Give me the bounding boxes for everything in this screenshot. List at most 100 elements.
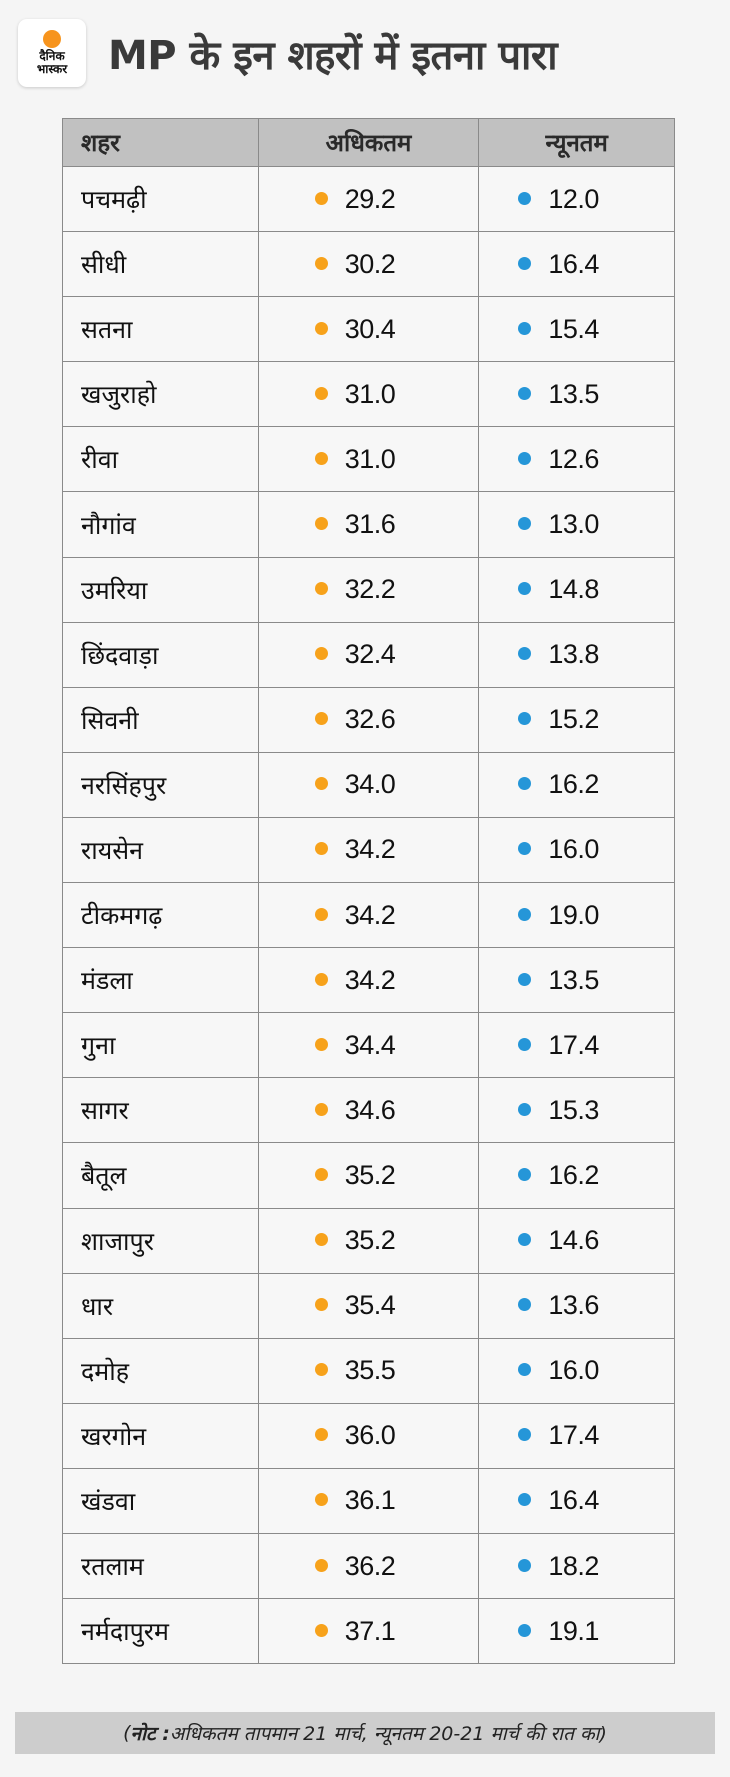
table-header-row: शहर अधिकतम न्यूनतम bbox=[62, 118, 675, 167]
city-cell: गुना bbox=[62, 1012, 259, 1079]
table-row: सतना 30.4 15.4 bbox=[62, 296, 675, 363]
blue-dot-icon bbox=[518, 1363, 532, 1377]
table-row: गुना 34.4 17.4 bbox=[62, 1012, 675, 1079]
blue-dot-icon bbox=[518, 1037, 532, 1051]
city-cell: नर्मदापुरम bbox=[62, 1598, 259, 1665]
min-temp-value: 19.0 bbox=[548, 899, 599, 930]
city-cell: सतना bbox=[62, 296, 259, 363]
min-temp-value: 13.5 bbox=[548, 378, 599, 409]
blue-dot-icon bbox=[518, 1233, 532, 1247]
blue-dot-icon bbox=[518, 256, 532, 270]
city-cell: नौगांव bbox=[62, 491, 259, 558]
max-temp-value: 35.2 bbox=[344, 1225, 396, 1256]
max-temp-cell: 31.0 bbox=[257, 426, 480, 493]
table-row: दमोह 35.5 16.0 bbox=[62, 1337, 675, 1404]
min-temp-cell: 16.2 bbox=[478, 1142, 675, 1209]
blue-dot-icon bbox=[518, 451, 532, 465]
column-header-city: शहर bbox=[62, 118, 259, 167]
city-cell: शाजापुर bbox=[62, 1207, 259, 1274]
orange-dot-icon bbox=[314, 582, 328, 596]
header: दैनिक भास्कर MP के इन शहरों में इतना पार… bbox=[18, 18, 718, 88]
max-temp-value: 34.0 bbox=[344, 769, 396, 800]
min-temp-cell: 19.1 bbox=[478, 1598, 675, 1665]
min-temp-cell: 15.2 bbox=[478, 686, 675, 753]
table-row: बैतूल 35.2 16.2 bbox=[62, 1142, 675, 1209]
min-temp-cell: 14.6 bbox=[478, 1207, 675, 1274]
min-temp-value: 16.4 bbox=[548, 248, 599, 279]
table-row: खंडवा 36.1 16.4 bbox=[62, 1467, 675, 1534]
max-temp-cell: 34.2 bbox=[257, 882, 480, 949]
min-temp-value: 16.0 bbox=[548, 1355, 599, 1386]
blue-dot-icon bbox=[518, 386, 532, 400]
max-temp-value: 35.2 bbox=[344, 1159, 396, 1190]
orange-dot-icon bbox=[314, 517, 328, 531]
max-temp-value: 31.0 bbox=[344, 378, 396, 409]
max-temp-cell: 36.2 bbox=[257, 1532, 480, 1600]
table-row: धार 35.4 13.6 bbox=[62, 1272, 675, 1339]
min-temp-value: 19.1 bbox=[548, 1615, 599, 1646]
table-row: नर्मदापुरम 37.1 19.1 bbox=[62, 1598, 675, 1665]
max-temp-cell: 34.4 bbox=[257, 1012, 480, 1079]
min-temp-cell: 17.4 bbox=[478, 1402, 675, 1469]
max-temp-value: 34.2 bbox=[344, 899, 396, 930]
city-cell: मंडला bbox=[62, 947, 259, 1014]
city-cell: खरगोन bbox=[62, 1402, 259, 1469]
table-row: सागर 34.6 15.3 bbox=[62, 1077, 675, 1144]
orange-dot-icon bbox=[314, 256, 328, 270]
table-row: रीवा 31.0 12.6 bbox=[62, 426, 675, 493]
temperature-table: शहर अधिकतम न्यूनतम पचमढ़ी 29.2 12.0 सीधी 30.… bbox=[62, 118, 675, 1665]
min-temp-cell: 17.4 bbox=[478, 1012, 675, 1079]
max-temp-cell: 32.2 bbox=[257, 556, 480, 623]
city-cell: छिंदवाड़ा bbox=[62, 621, 259, 688]
max-temp-value: 30.2 bbox=[344, 248, 396, 279]
min-temp-cell: 15.3 bbox=[478, 1077, 675, 1144]
table-row: छिंदवाड़ा 32.4 13.8 bbox=[62, 621, 675, 688]
max-temp-value: 32.2 bbox=[344, 574, 396, 605]
max-temp-value: 35.5 bbox=[344, 1355, 396, 1386]
city-cell: रीवा bbox=[62, 426, 259, 493]
max-temp-cell: 34.6 bbox=[257, 1077, 480, 1144]
orange-dot-icon bbox=[314, 777, 328, 791]
blue-dot-icon bbox=[518, 777, 532, 791]
blue-dot-icon bbox=[518, 582, 532, 596]
max-temp-cell: 30.4 bbox=[257, 296, 480, 363]
max-temp-value: 36.1 bbox=[344, 1485, 396, 1516]
footnote-label: नोट : bbox=[130, 1723, 170, 1745]
max-temp-value: 34.6 bbox=[344, 1094, 396, 1125]
min-temp-cell: 16.4 bbox=[478, 231, 675, 298]
city-cell: धार bbox=[62, 1272, 259, 1339]
blue-dot-icon bbox=[518, 517, 532, 531]
table-row: शाजापुर 35.2 14.6 bbox=[62, 1207, 675, 1274]
orange-dot-icon bbox=[314, 1102, 328, 1116]
min-temp-value: 15.4 bbox=[548, 313, 599, 344]
max-temp-value: 32.6 bbox=[344, 704, 396, 735]
min-temp-value: 13.8 bbox=[548, 639, 599, 670]
logo-line-2: भास्कर bbox=[36, 62, 68, 76]
max-temp-value: 30.4 bbox=[344, 313, 396, 344]
city-cell: बैतूल bbox=[62, 1142, 259, 1209]
max-temp-value: 29.2 bbox=[344, 183, 396, 214]
max-temp-value: 37.1 bbox=[344, 1615, 396, 1646]
table-row: टीकमगढ़ 34.2 19.0 bbox=[62, 882, 675, 949]
max-temp-cell: 32.4 bbox=[257, 621, 480, 688]
min-temp-value: 13.6 bbox=[548, 1290, 599, 1321]
table-row: सिवनी 32.6 15.2 bbox=[62, 686, 675, 753]
blue-dot-icon bbox=[518, 1623, 532, 1637]
orange-dot-icon bbox=[314, 842, 328, 856]
min-temp-value: 18.2 bbox=[548, 1550, 599, 1581]
blue-dot-icon bbox=[518, 842, 532, 856]
table-row: खरगोन 36.0 17.4 bbox=[62, 1402, 675, 1469]
min-temp-value: 15.2 bbox=[548, 704, 599, 735]
city-cell: उमरिया bbox=[62, 556, 259, 623]
dainik-bhaskar-logo: दैनिक भास्कर bbox=[18, 19, 86, 87]
page-title: MP के इन शहरों में इतना पारा bbox=[108, 32, 558, 79]
table-row: पचमढ़ी 29.2 12.0 bbox=[62, 165, 675, 233]
max-temp-value: 35.4 bbox=[344, 1290, 396, 1321]
orange-dot-icon bbox=[314, 1623, 328, 1637]
city-cell: रायसेन bbox=[62, 816, 259, 884]
max-temp-value: 36.2 bbox=[344, 1550, 396, 1581]
table-row: नौगांव 31.6 13.0 bbox=[62, 491, 675, 558]
max-temp-cell: 30.2 bbox=[257, 231, 480, 298]
min-temp-value: 12.6 bbox=[548, 443, 599, 474]
blue-dot-icon bbox=[518, 1558, 532, 1572]
